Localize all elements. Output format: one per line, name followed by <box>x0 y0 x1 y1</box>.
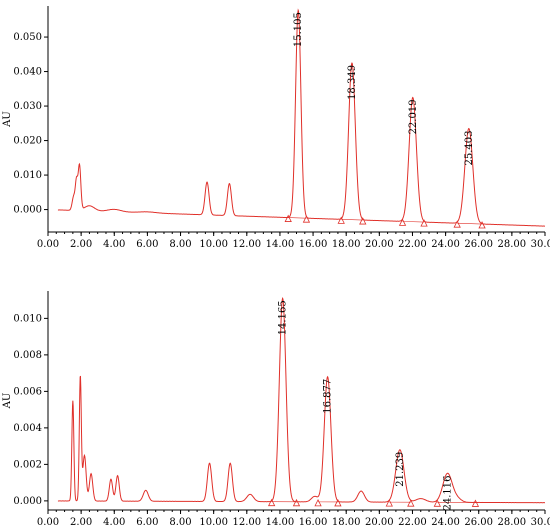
integration-marker <box>334 499 342 507</box>
x-tick-label: 12.00 <box>232 517 261 528</box>
x-tick-label: 24.00 <box>431 517 460 528</box>
x-tick-label: 8.00 <box>169 517 191 528</box>
x-tick-label: 2.00 <box>70 239 92 250</box>
x-tick-label: 2.00 <box>70 517 92 528</box>
x-tick-label: 30.00 <box>531 239 550 250</box>
y-axis-label: AU <box>2 111 13 128</box>
peak-label: 22.019 <box>408 99 419 134</box>
integration-marker <box>453 220 461 228</box>
y-tick-label: 0.002 <box>13 459 42 470</box>
integration-marker <box>407 499 415 507</box>
x-tick-label: 30.00 <box>531 517 550 528</box>
x-tick-label: 28.00 <box>498 239 527 250</box>
x-tick-label: 20.00 <box>365 517 394 528</box>
y-axis-label: AU <box>2 393 13 410</box>
x-tick-label: 28.00 <box>498 517 527 528</box>
y-tick-label: 0.020 <box>13 136 42 147</box>
integration-marker <box>268 498 276 507</box>
integration-marker <box>478 221 486 229</box>
x-tick-label: 10.00 <box>199 239 228 250</box>
integration-marker <box>420 219 428 227</box>
x-tick-label: 0.00 <box>37 239 59 250</box>
signal-trace <box>57 8 546 227</box>
x-tick-label: 16.00 <box>299 239 328 250</box>
y-tick-label: 0.030 <box>13 101 42 112</box>
peak-label: 16.877 <box>323 379 334 414</box>
y-tick-label: 0.040 <box>13 67 42 78</box>
integration-marker <box>337 216 345 224</box>
chromatogram-bottom: 0.00 2.00 4.00 6.00 8.00 10.00 12.00 14.00 16.00… <box>2 291 550 528</box>
integration-marker <box>471 499 480 507</box>
x-tick-label: 18.00 <box>332 517 361 528</box>
x-tick-label: 6.00 <box>136 517 158 528</box>
y-tick-label: 0.010 <box>13 170 42 181</box>
chromatogram-top: 0.00 2.00 4.00 6.00 8.00 10.00 12.00 14.00 16.00… <box>2 6 550 250</box>
integration-marker <box>302 215 311 223</box>
integration-baseline <box>402 221 425 223</box>
integration-marker <box>359 217 367 225</box>
x-tick-label: 14.00 <box>266 239 295 250</box>
integration-marker <box>284 214 292 222</box>
integration-baseline <box>457 222 483 225</box>
y-tick-label: 0.000 <box>13 205 42 216</box>
integration-marker <box>398 218 407 226</box>
x-tick-label: 0.00 <box>37 517 59 528</box>
peak-label: 21.239 <box>395 452 406 487</box>
x-tick-label: 20.00 <box>365 239 394 250</box>
x-tick-label: 18.00 <box>332 239 361 250</box>
peak-label: 14.165 <box>278 300 289 335</box>
integration-marker <box>385 499 393 507</box>
x-tick-label: 12.00 <box>232 239 261 250</box>
x-tick-label: 26.00 <box>464 239 493 250</box>
peak-label: 18.349 <box>347 65 358 100</box>
x-tick-label: 26.00 <box>464 517 493 528</box>
peak-label: 15.105 <box>293 12 304 47</box>
x-tick-label: 16.00 <box>299 517 328 528</box>
integration-marker <box>292 498 301 507</box>
x-tick-label: 24.00 <box>431 239 460 250</box>
y-tick-label: 0.010 <box>13 313 42 324</box>
integration-marker <box>314 498 322 507</box>
x-tick-label: 14.00 <box>266 517 295 528</box>
integration-marker <box>433 499 441 507</box>
x-tick-label: 10.00 <box>199 517 228 528</box>
x-tick-label: 4.00 <box>103 517 125 528</box>
peak-label: 24.116 <box>443 476 454 511</box>
x-tick-label: 4.00 <box>103 239 125 250</box>
y-tick-label: 0.008 <box>13 350 42 361</box>
x-tick-label: 8.00 <box>169 239 191 250</box>
y-tick-label: 0.050 <box>13 32 42 43</box>
integration-baseline <box>341 219 363 221</box>
peak-label: 25.403 <box>464 130 475 165</box>
y-tick-label: 0.006 <box>13 386 42 397</box>
x-tick-label: 22.00 <box>398 517 427 528</box>
x-tick-label: 6.00 <box>136 239 158 250</box>
y-tick-label: 0.000 <box>13 496 42 507</box>
x-tick-label: 22.00 <box>398 239 427 250</box>
signal-trace <box>57 297 546 504</box>
y-tick-label: 0.004 <box>13 423 42 434</box>
integration-baseline <box>288 217 307 219</box>
